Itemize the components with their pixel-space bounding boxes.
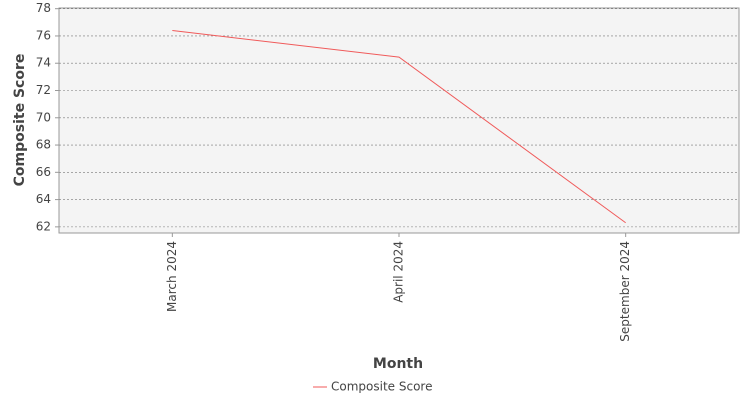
plot-area (58, 7, 740, 234)
y-tick-label: 64 (36, 192, 51, 206)
y-tick-label: 68 (36, 138, 51, 152)
y-tick-label: 78 (36, 1, 51, 15)
y-tick-label: 74 (36, 56, 51, 70)
y-tick-label: 72 (36, 83, 51, 97)
y-tick-label: 76 (36, 28, 51, 42)
x-axis-label: Month (373, 356, 423, 372)
y-tick-label: 62 (36, 219, 51, 233)
y-tick-label: 70 (36, 110, 51, 124)
x-tick-label: September 2024 (618, 241, 632, 342)
y-axis-label: Composite Score (12, 54, 28, 187)
x-tick-label: April 2024 (392, 241, 406, 303)
legend-label: Composite Score (331, 380, 432, 394)
x-tick-label: March 2024 (165, 241, 179, 312)
y-tick-label: 66 (36, 165, 51, 179)
series-line (172, 30, 626, 224)
